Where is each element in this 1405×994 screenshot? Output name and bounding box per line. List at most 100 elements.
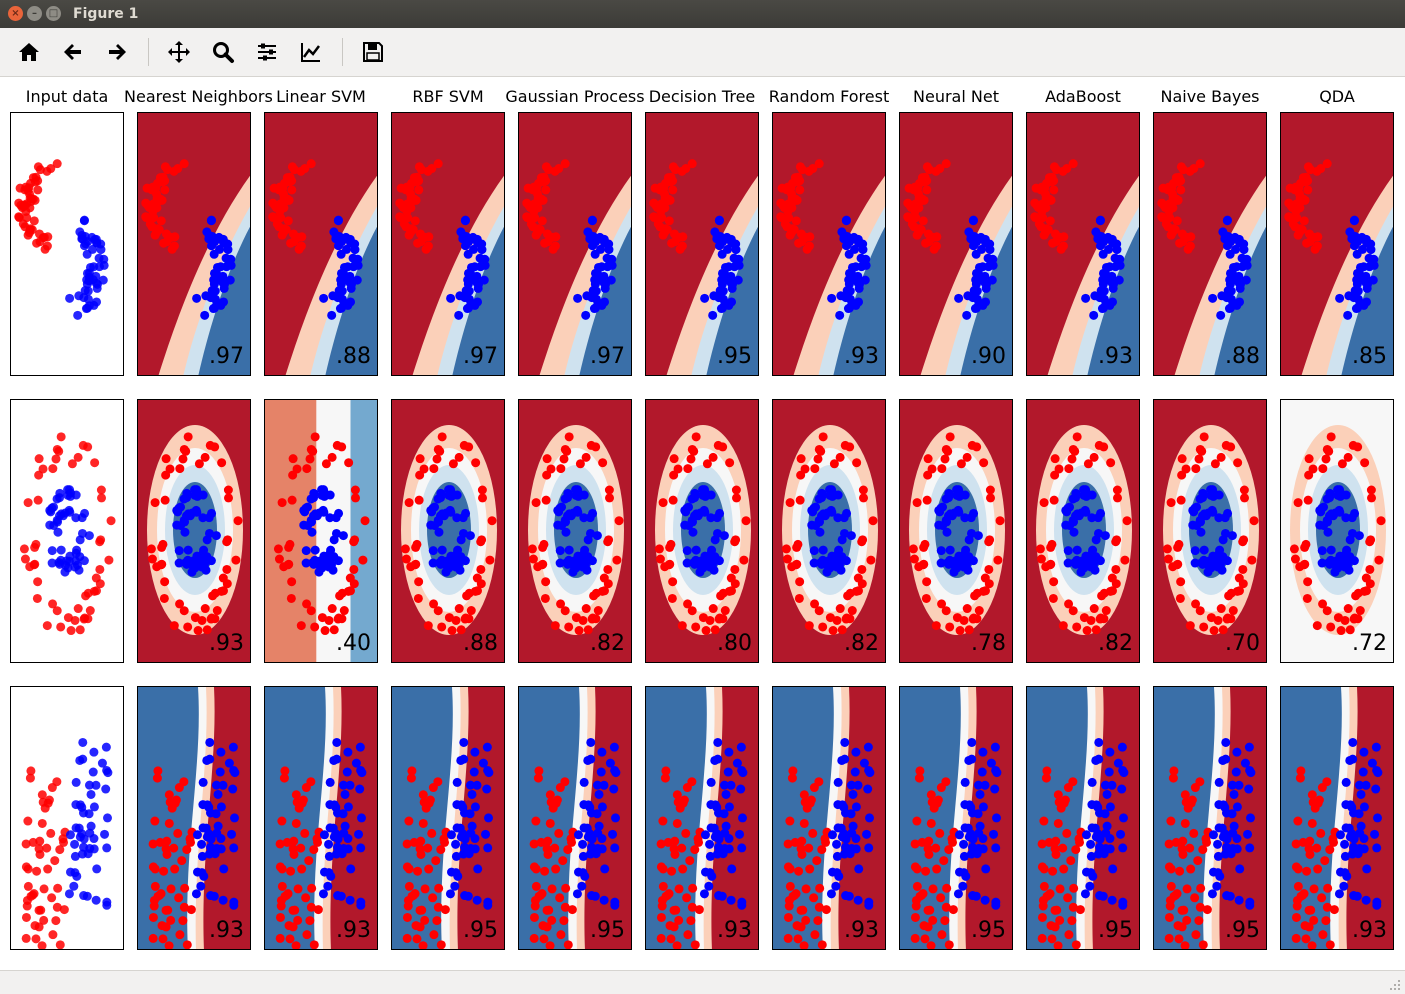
scatter-point <box>667 866 677 876</box>
scatter-point <box>801 884 811 894</box>
classifier-panel: .93 <box>1026 112 1140 376</box>
scatter-point <box>179 444 189 454</box>
scatter-point <box>550 621 560 631</box>
scatter-point <box>1068 444 1078 454</box>
scatter-point <box>610 900 620 910</box>
scatter-point <box>470 747 480 757</box>
scatter-point <box>977 767 987 777</box>
scatter-point <box>427 164 437 174</box>
accuracy-score: .93 <box>209 631 244 656</box>
scatter-point <box>55 940 65 949</box>
scatter-point <box>533 773 543 783</box>
home-button[interactable] <box>14 37 44 67</box>
forward-button[interactable] <box>102 37 132 67</box>
scatter-point <box>1208 293 1218 303</box>
scatter-point <box>160 176 170 186</box>
scatter-point <box>535 225 545 235</box>
scatter-point <box>1313 864 1323 874</box>
scatter-point <box>970 591 980 601</box>
toolbar <box>0 28 1405 77</box>
scatter-point <box>986 493 996 503</box>
scatter-point <box>1359 747 1369 757</box>
scatter-point <box>597 300 607 310</box>
scatter-point <box>215 767 225 777</box>
scatter-point <box>591 286 601 296</box>
scatter-point <box>1045 216 1055 226</box>
scatter-point <box>35 836 45 846</box>
scatter-point <box>983 253 993 263</box>
scatter-point <box>462 591 472 601</box>
scatter-point <box>714 842 724 852</box>
scatter-point <box>858 485 868 495</box>
scatter-point <box>984 564 994 574</box>
scatter-point <box>455 291 465 301</box>
scatter-point <box>1202 905 1212 915</box>
figure-canvas[interactable]: Input data Nearest Neighbors Linear SVM RBF… <box>0 77 1405 970</box>
scatter-point <box>820 834 830 844</box>
maximize-window-button[interactable]: □ <box>46 6 61 21</box>
minimize-window-button[interactable]: – <box>27 6 42 21</box>
scatter-point <box>216 300 226 310</box>
scatter-point <box>349 537 359 547</box>
scatter-point <box>26 766 36 776</box>
scatter-point <box>1199 545 1209 555</box>
scatter-point <box>591 849 601 859</box>
scatter-point <box>854 864 864 874</box>
scatter-point <box>1293 881 1303 891</box>
pan-button[interactable] <box>164 37 194 67</box>
scatter-point <box>1336 867 1346 877</box>
scatter-point <box>1110 253 1120 263</box>
scatter-point <box>665 921 675 931</box>
edit-axis-button[interactable] <box>296 37 326 67</box>
scatter-point <box>426 520 436 530</box>
scatter-point <box>228 784 238 794</box>
scatter-point <box>460 614 470 624</box>
back-button[interactable] <box>58 37 88 67</box>
scatter-point <box>531 881 541 891</box>
scatter-point <box>597 834 607 844</box>
scatter-point <box>529 862 539 872</box>
scatter-point <box>445 889 455 899</box>
save-button[interactable] <box>358 37 388 67</box>
scatter-point <box>794 593 804 603</box>
scatter-point <box>1226 849 1236 859</box>
scatter-point <box>310 622 320 632</box>
scatter-point <box>1198 488 1208 498</box>
column-title: Linear SVM <box>276 87 366 106</box>
scatter-point <box>862 829 872 839</box>
scatter-point <box>1291 839 1301 849</box>
scatter-point <box>989 829 999 839</box>
scatter-point <box>940 916 950 926</box>
scatter-point <box>302 464 312 474</box>
scatter-point <box>1325 488 1335 498</box>
scatter-point <box>1340 851 1350 861</box>
scatter-point <box>981 283 991 293</box>
scatter-point <box>925 905 935 915</box>
scatter-point <box>675 803 685 813</box>
decision-region <box>11 113 123 375</box>
scatter-point <box>416 849 426 859</box>
scatter-point <box>1238 537 1248 547</box>
resize-grip-icon[interactable] <box>1389 979 1401 991</box>
scatter-point <box>1099 849 1109 859</box>
scatter-point <box>148 933 158 943</box>
scatter-point <box>97 493 107 503</box>
scatter-point <box>147 554 157 564</box>
scatter-point <box>1245 765 1255 775</box>
scatter-point <box>1089 604 1099 614</box>
scatter-point <box>420 915 430 925</box>
scatter-point <box>273 544 283 554</box>
scatter-point <box>811 502 821 512</box>
scatter-point <box>1299 889 1309 899</box>
scatter-point <box>1203 508 1213 518</box>
close-window-button[interactable]: × <box>8 6 23 21</box>
scatter-point <box>1063 893 1073 903</box>
scatter-point <box>217 234 227 244</box>
subplots-button[interactable] <box>252 37 282 67</box>
scatter-point <box>1111 537 1121 547</box>
scatter-point <box>813 916 823 926</box>
scatter-point <box>1201 834 1211 844</box>
scatter-point <box>1372 900 1382 910</box>
column-title: Nearest Neighbors <box>124 87 273 106</box>
zoom-button[interactable] <box>208 37 238 67</box>
